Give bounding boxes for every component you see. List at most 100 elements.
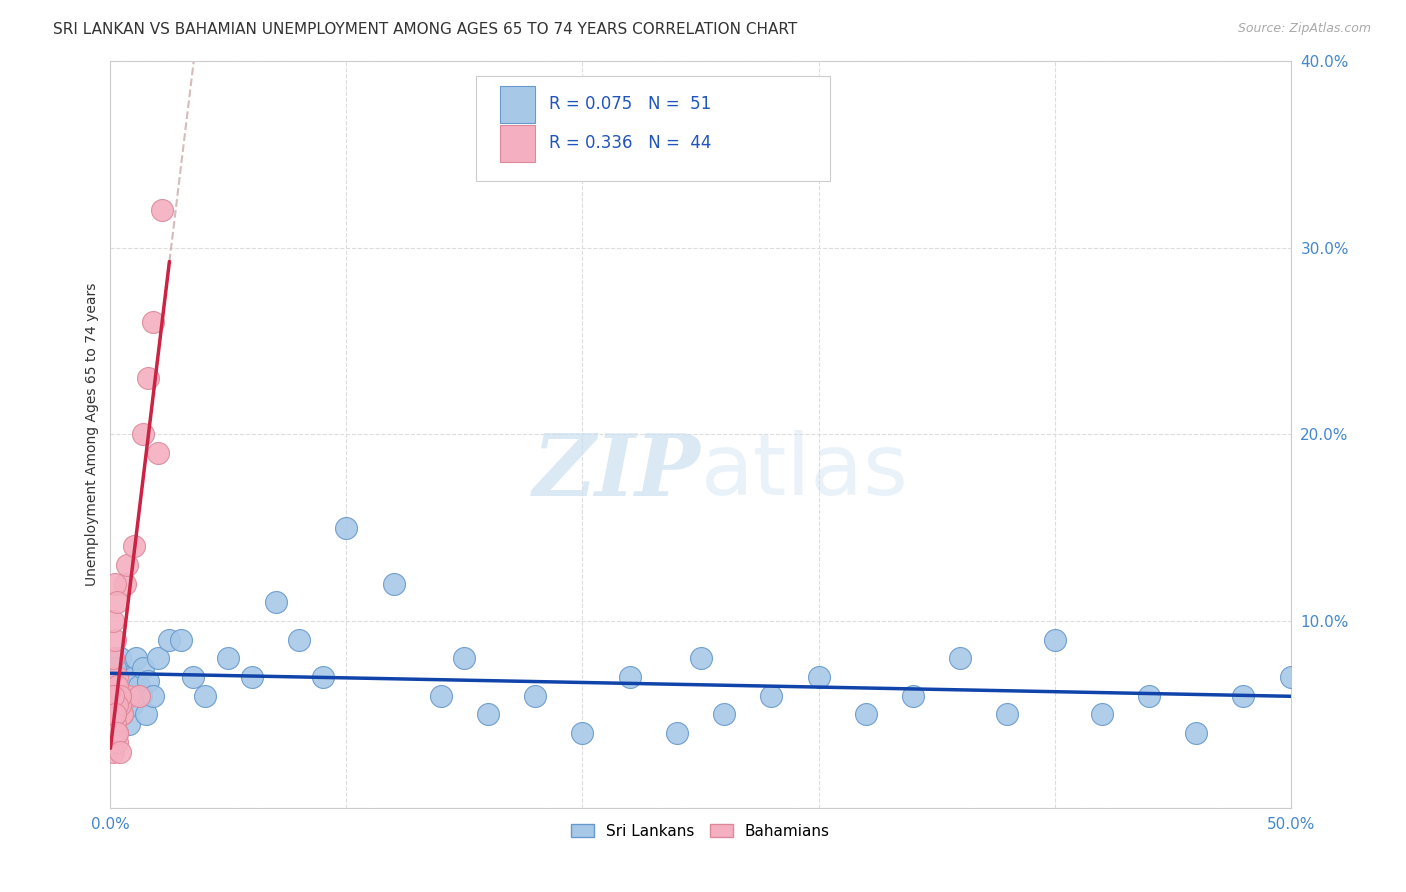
Point <box>335 521 357 535</box>
Point <box>107 595 129 609</box>
Point <box>1232 689 1254 703</box>
Point <box>430 689 453 703</box>
Point <box>1043 632 1066 647</box>
Point <box>104 632 127 647</box>
Point <box>157 632 180 647</box>
Point <box>713 707 735 722</box>
Point <box>104 576 127 591</box>
Point <box>101 707 124 722</box>
FancyBboxPatch shape <box>501 86 536 123</box>
Point <box>118 689 141 703</box>
Point <box>104 689 127 703</box>
Point <box>107 670 129 684</box>
Point <box>104 661 127 675</box>
Point <box>949 651 972 665</box>
Point <box>101 707 124 722</box>
Point <box>107 726 129 740</box>
Point <box>135 707 157 722</box>
Point <box>619 670 641 684</box>
Point <box>108 698 131 712</box>
Point <box>761 689 783 703</box>
Point <box>104 680 127 694</box>
Point <box>101 707 124 722</box>
Point <box>146 446 169 460</box>
Point <box>181 670 204 684</box>
Point <box>855 707 877 722</box>
Point <box>524 689 547 703</box>
Point <box>111 707 134 722</box>
Text: ZIP: ZIP <box>533 430 700 514</box>
Point <box>477 707 499 722</box>
Point <box>122 540 145 554</box>
FancyBboxPatch shape <box>477 76 831 180</box>
Point <box>104 689 127 703</box>
Point <box>1091 707 1114 722</box>
Point <box>453 651 475 665</box>
Point <box>104 726 127 740</box>
Text: SRI LANKAN VS BAHAMIAN UNEMPLOYMENT AMONG AGES 65 TO 74 YEARS CORRELATION CHART: SRI LANKAN VS BAHAMIAN UNEMPLOYMENT AMON… <box>53 22 797 37</box>
Point <box>107 726 129 740</box>
Point <box>101 745 124 759</box>
Point <box>104 707 127 722</box>
Point <box>170 632 193 647</box>
Text: R = 0.336   N =  44: R = 0.336 N = 44 <box>550 135 711 153</box>
Point <box>150 203 173 218</box>
Point <box>114 689 136 703</box>
Point <box>995 707 1018 722</box>
Point <box>264 595 287 609</box>
Point <box>901 689 924 703</box>
Point <box>108 689 131 703</box>
Point <box>101 689 124 703</box>
Point <box>807 670 830 684</box>
Point <box>107 735 129 749</box>
Point <box>101 614 124 628</box>
Point <box>382 576 405 591</box>
Point <box>571 726 593 740</box>
Point <box>129 689 152 703</box>
Point <box>118 716 141 731</box>
Point <box>104 707 127 722</box>
Point <box>1137 689 1160 703</box>
Point <box>108 745 131 759</box>
Point <box>104 726 127 740</box>
Point <box>114 576 136 591</box>
Legend: Sri Lankans, Bahamians: Sri Lankans, Bahamians <box>565 818 837 845</box>
Point <box>288 632 311 647</box>
Text: R = 0.075   N =  51: R = 0.075 N = 51 <box>550 95 711 113</box>
Point <box>107 698 129 712</box>
Point <box>101 689 124 703</box>
Point <box>115 558 138 573</box>
Point <box>217 651 239 665</box>
Text: Source: ZipAtlas.com: Source: ZipAtlas.com <box>1237 22 1371 36</box>
Text: atlas: atlas <box>700 430 908 513</box>
Point <box>132 427 155 442</box>
Point <box>111 707 134 722</box>
Point <box>107 680 129 694</box>
Point <box>108 651 131 665</box>
Point <box>101 651 124 665</box>
Point <box>128 680 150 694</box>
Point <box>115 670 138 684</box>
Point <box>142 689 165 703</box>
Point <box>107 698 129 712</box>
Point <box>122 670 145 684</box>
Point <box>665 726 688 740</box>
Point <box>689 651 711 665</box>
Point <box>312 670 335 684</box>
Point <box>128 689 150 703</box>
Point <box>111 707 134 722</box>
Point <box>101 716 124 731</box>
Point <box>107 698 129 712</box>
Point <box>132 661 155 675</box>
Point <box>104 707 127 722</box>
FancyBboxPatch shape <box>501 125 536 162</box>
Point <box>125 651 148 665</box>
Point <box>240 670 263 684</box>
Point <box>194 689 217 703</box>
Point <box>136 673 159 688</box>
Point <box>146 651 169 665</box>
Point <box>101 726 124 740</box>
Point <box>142 315 165 329</box>
Point <box>108 689 131 703</box>
Point <box>108 689 131 703</box>
